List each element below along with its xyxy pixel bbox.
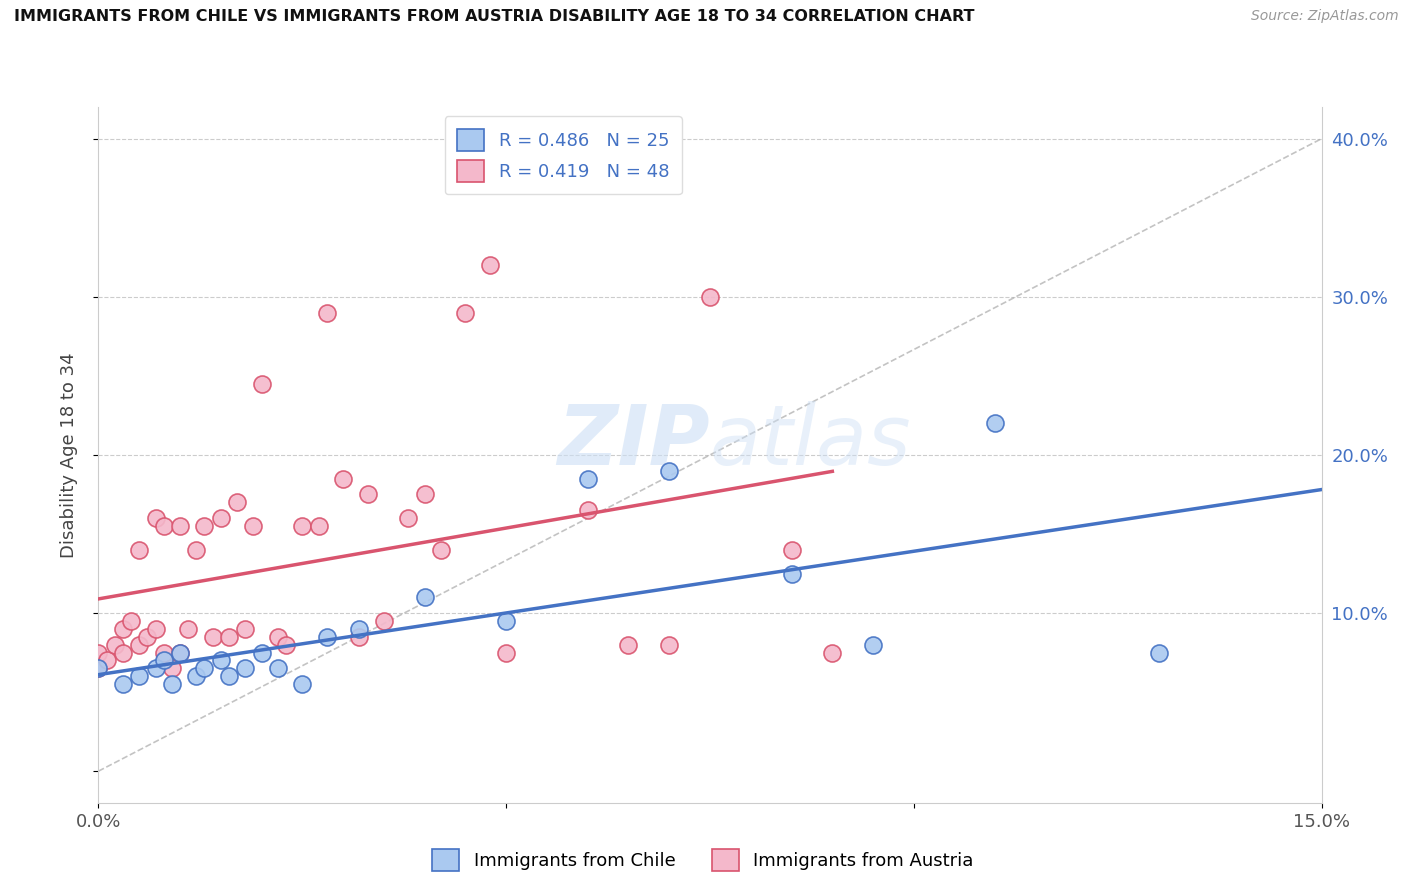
Point: [576, 472, 599, 486]
Point: [478, 258, 501, 272]
Point: [291, 677, 314, 691]
Point: [250, 646, 273, 660]
Point: [145, 622, 167, 636]
Point: [104, 638, 127, 652]
Point: [177, 622, 200, 636]
Point: [152, 653, 174, 667]
Point: [1147, 646, 1170, 660]
Point: [111, 646, 134, 660]
Point: [821, 646, 844, 660]
Point: [209, 511, 232, 525]
Point: [308, 519, 330, 533]
Point: [128, 638, 150, 652]
Point: [186, 669, 208, 683]
Point: [145, 661, 167, 675]
Point: [780, 542, 803, 557]
Point: [233, 661, 256, 675]
Point: [356, 487, 378, 501]
Point: [169, 646, 191, 660]
Text: IMMIGRANTS FROM CHILE VS IMMIGRANTS FROM AUSTRIA DISABILITY AGE 18 TO 34 CORRELA: IMMIGRANTS FROM CHILE VS IMMIGRANTS FROM…: [14, 9, 974, 24]
Point: [87, 646, 110, 660]
Point: [315, 305, 337, 319]
Point: [201, 630, 224, 644]
Point: [186, 542, 208, 557]
Point: [87, 661, 110, 675]
Legend: R = 0.486   N = 25, R = 0.419   N = 48: R = 0.486 N = 25, R = 0.419 N = 48: [444, 116, 682, 194]
Point: [111, 622, 134, 636]
Point: [169, 519, 191, 533]
Point: [430, 542, 453, 557]
Point: [160, 677, 183, 691]
Point: [233, 622, 256, 636]
Point: [658, 638, 681, 652]
Point: [576, 503, 599, 517]
Point: [658, 464, 681, 478]
Point: [128, 542, 150, 557]
Point: [413, 487, 436, 501]
Point: [332, 472, 354, 486]
Point: [145, 511, 167, 525]
Text: atlas: atlas: [710, 401, 911, 482]
Point: [373, 614, 395, 628]
Point: [160, 661, 183, 675]
Point: [267, 630, 290, 644]
Point: [128, 669, 150, 683]
Point: [454, 305, 477, 319]
Point: [226, 495, 249, 509]
Point: [699, 290, 721, 304]
Point: [617, 638, 640, 652]
Point: [495, 646, 517, 660]
Point: [111, 677, 134, 691]
Point: [87, 661, 110, 675]
Point: [267, 661, 290, 675]
Point: [495, 614, 517, 628]
Point: [120, 614, 142, 628]
Point: [218, 669, 240, 683]
Point: [349, 622, 371, 636]
Point: [152, 519, 174, 533]
Point: [250, 376, 273, 391]
Point: [218, 630, 240, 644]
Point: [862, 638, 884, 652]
Point: [396, 511, 419, 525]
Point: [136, 630, 159, 644]
Point: [984, 417, 1007, 431]
Point: [780, 566, 803, 581]
Point: [291, 519, 314, 533]
Point: [209, 653, 232, 667]
Point: [152, 646, 174, 660]
Point: [413, 591, 436, 605]
Text: Source: ZipAtlas.com: Source: ZipAtlas.com: [1251, 9, 1399, 23]
Point: [169, 646, 191, 660]
Point: [193, 519, 215, 533]
Point: [315, 630, 337, 644]
Point: [96, 653, 118, 667]
Point: [274, 638, 297, 652]
Point: [349, 630, 371, 644]
Text: ZIP: ZIP: [557, 401, 710, 482]
Legend: Immigrants from Chile, Immigrants from Austria: Immigrants from Chile, Immigrants from A…: [425, 842, 981, 879]
Point: [193, 661, 215, 675]
Y-axis label: Disability Age 18 to 34: Disability Age 18 to 34: [59, 352, 77, 558]
Point: [242, 519, 264, 533]
